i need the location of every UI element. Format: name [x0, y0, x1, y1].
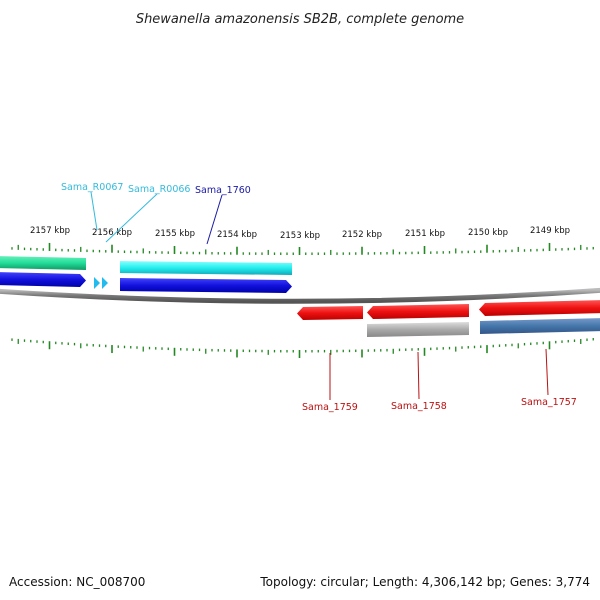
- genome-summary-text: Topology: circular; Length: 4,306,142 bp…: [259, 575, 590, 589]
- label-sama-1759[interactable]: Sama_1759: [302, 402, 358, 413]
- label-sama-1760[interactable]: Sama_1760: [195, 185, 251, 196]
- genome-title: Shewanella amazonensis SB2B, complete ge…: [136, 12, 464, 27]
- ruler-label-2154: 2154 kbp: [217, 230, 257, 240]
- ruler-label-2153: 2153 kbp: [280, 231, 320, 241]
- cds-sama-1760[interactable]: [120, 278, 292, 293]
- cds-sama-1758[interactable]: [367, 304, 469, 319]
- gene-forward-left[interactable]: [0, 256, 86, 270]
- gene-reverse-sama-1758[interactable]: [367, 322, 469, 337]
- callout-line-sama-1758: [417, 351, 420, 400]
- ruler-labels: 2157 kbp 2156 kbp 2155 kbp 2154 kbp 2153…: [30, 226, 570, 241]
- genome-backbone: [0, 287, 600, 304]
- ruler-label-2157: 2157 kbp: [30, 226, 70, 236]
- callout-line-sama-1757: [545, 348, 549, 396]
- rna-feature-sama-1760-region[interactable]: [120, 261, 292, 275]
- ruler-label-2155: 2155 kbp: [155, 229, 195, 239]
- ruler-label-2152: 2152 kbp: [342, 230, 382, 240]
- accession-text: Accession: NC_008700: [9, 575, 145, 589]
- gene-reverse-sama-1757[interactable]: [480, 318, 600, 334]
- callout-lines: [90, 191, 549, 400]
- rna-sama-r0066[interactable]: [102, 277, 108, 289]
- ruler-ticks-bottom: [11, 337, 594, 358]
- label-sama-1757[interactable]: Sama_1757: [521, 397, 577, 408]
- ruler-label-2150: 2150 kbp: [468, 228, 508, 238]
- label-sama-r0067[interactable]: Sama_R0067: [61, 182, 123, 193]
- cds-sama-1757[interactable]: [479, 300, 600, 316]
- label-sama-1758[interactable]: Sama_1758: [391, 401, 447, 412]
- ruler-label-2149: 2149 kbp: [530, 226, 570, 236]
- label-sama-r0066[interactable]: Sama_R0066: [128, 184, 190, 195]
- gene-labels: Sama_R0067 Sama_R0066 Sama_1760 Sama_175…: [61, 182, 577, 413]
- ruler-ticks-top: [11, 242, 594, 255]
- reverse-features: [297, 300, 600, 337]
- callout-line-sama-1760: [206, 194, 223, 245]
- callout-line-sama-r0066: [105, 193, 158, 243]
- ruler-label-2151: 2151 kbp: [405, 229, 445, 239]
- cds-forward-left[interactable]: [0, 272, 86, 287]
- forward-features: [0, 256, 292, 293]
- rna-sama-r0067[interactable]: [94, 277, 100, 289]
- callout-line-sama-r0067: [90, 191, 98, 231]
- ruler-label-2156: 2156 kbp: [92, 228, 132, 238]
- cds-sama-1759[interactable]: [297, 306, 363, 320]
